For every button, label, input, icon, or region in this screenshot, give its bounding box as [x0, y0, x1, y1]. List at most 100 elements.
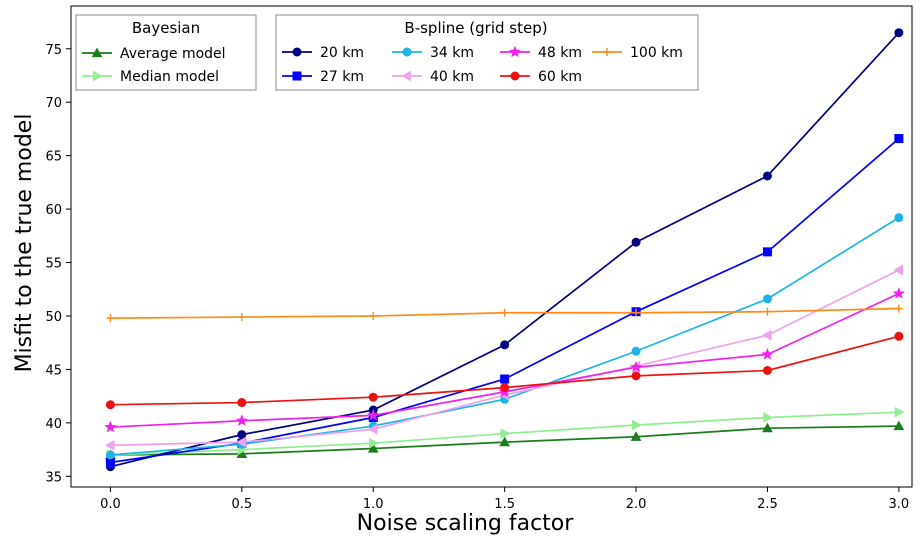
x-tick-label: 0.0 [100, 497, 121, 512]
legend-swatch-marker [510, 71, 520, 81]
y-tick-label: 40 [45, 417, 62, 432]
legend-entry: 20 km [282, 45, 364, 61]
data-point [367, 409, 380, 421]
legend-swatch-marker [603, 48, 611, 56]
legend-swatch-marker [402, 47, 412, 57]
y-tick-label: 50 [45, 310, 62, 325]
data-point [762, 365, 772, 375]
legend-entry-label: 100 km [630, 45, 683, 61]
data-point [236, 436, 246, 448]
data-point [367, 442, 379, 453]
legend-entry: 100 km [592, 45, 683, 61]
data-point [631, 419, 642, 431]
y-tick-label: 70 [45, 96, 62, 111]
series-60-km [105, 331, 904, 410]
data-point [762, 247, 772, 257]
legend-swatch-marker [292, 47, 302, 57]
legend-swatch-marker [508, 45, 522, 58]
x-tick-label: 0.5 [231, 497, 252, 512]
data-point [762, 422, 773, 433]
data-point [763, 412, 773, 423]
x-tick-label: 1.0 [363, 497, 384, 512]
data-point [499, 436, 510, 447]
legend-bspline-box [275, 14, 699, 91]
data-point [500, 428, 511, 439]
legend-swatch-marker [92, 70, 103, 82]
y-tick-label: 75 [45, 43, 62, 58]
y-tick-label: 35 [45, 470, 62, 485]
data-point [500, 308, 509, 317]
data-point [500, 374, 510, 384]
data-point [894, 304, 903, 313]
legend-entry-label: 48 km [538, 45, 582, 61]
legend-entry: 48 km [500, 45, 582, 61]
data-point [630, 431, 642, 441]
legend-entry: 40 km [392, 69, 474, 85]
data-point [894, 213, 904, 223]
data-point [105, 450, 115, 460]
series-40-km [104, 264, 903, 451]
data-point [500, 340, 510, 350]
legend-swatch-marker [292, 71, 302, 81]
data-point [763, 307, 772, 316]
data-point [106, 314, 115, 323]
legend-bspline-title: B-spline (grid step) [404, 19, 547, 37]
data-point [500, 383, 510, 393]
data-point [631, 371, 641, 381]
legend-entry: Median model [82, 69, 219, 85]
series-100-km [106, 304, 903, 323]
data-point [761, 348, 774, 360]
x-axis-label: Noise scaling factor [357, 511, 575, 536]
data-point [762, 171, 772, 181]
legend-swatch-marker [91, 47, 103, 58]
data-point [894, 28, 904, 38]
x-tick-label: 3.0 [889, 497, 910, 512]
y-tick-label: 60 [45, 203, 62, 218]
legend-entry: 34 km [392, 45, 474, 61]
data-point [369, 437, 379, 449]
y-axis-label: Misfit to the true model [12, 114, 37, 373]
y-tick-label: 45 [45, 363, 62, 378]
data-point [237, 313, 246, 322]
x-tick-label: 2.5 [757, 497, 778, 512]
data-point [104, 420, 117, 433]
y-axis-ticks: 35 40 45 50 55 60 65 70 75 [45, 43, 71, 485]
data-point [893, 264, 903, 276]
legend-entry-label: 40 km [430, 69, 474, 85]
legend-entry-label: 60 km [538, 69, 582, 85]
data-point [632, 308, 641, 317]
y-tick-label: 55 [45, 257, 62, 272]
data-point [761, 329, 772, 341]
data-point [631, 237, 641, 247]
legend-swatch-marker [401, 70, 412, 82]
data-point [367, 423, 378, 435]
data-point [894, 406, 905, 418]
x-axis-ticks: 0.0 0.5 1.0 1.5 2.0 2.5 3.0 [100, 487, 909, 512]
data-point [368, 392, 378, 402]
data-point [892, 287, 905, 299]
data-point [894, 331, 904, 341]
data-point [105, 400, 115, 410]
data-point [237, 430, 247, 440]
legend-bayesian: Bayesian Average model Median model [75, 14, 257, 91]
data-point [235, 414, 248, 426]
data-point [104, 439, 115, 451]
data-point [762, 294, 772, 304]
legend-bspline: B-spline (grid step) 20 km 27 km 34 km 40 k… [275, 14, 699, 91]
legend-entry-label: 27 km [320, 69, 364, 85]
data-point [237, 398, 247, 408]
legend-entry: 27 km [282, 69, 364, 85]
y-tick-label: 65 [45, 150, 62, 165]
legend-entry-label: 20 km [320, 45, 364, 61]
data-point [630, 360, 643, 373]
x-tick-label: 2.0 [626, 497, 647, 512]
legend-entry-label: 34 km [430, 45, 474, 61]
legend-entry: Average model [82, 46, 226, 62]
x-tick-label: 1.5 [494, 497, 515, 512]
data-point [105, 457, 115, 467]
legend-entry-label: Average model [120, 46, 226, 62]
data-point [894, 134, 904, 144]
data-point [631, 346, 641, 356]
series-layer [104, 28, 905, 472]
